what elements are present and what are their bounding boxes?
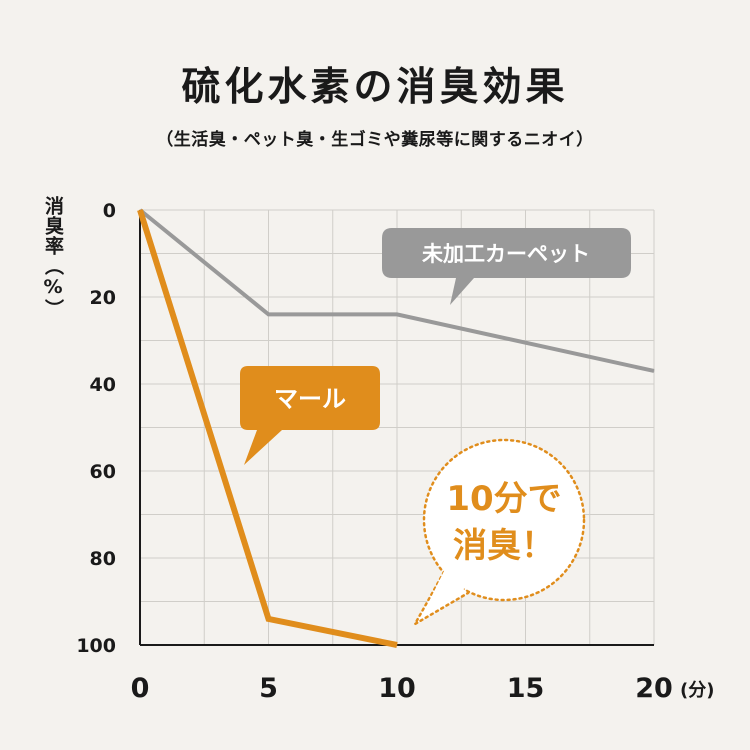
annotation-line-1: 10分で [446, 479, 561, 519]
annotation-line-2: 消臭！ [453, 526, 555, 566]
y-axis-label: 消臭率（%） [42, 196, 64, 319]
series-1-point [396, 313, 398, 315]
series-line-1 [138, 208, 655, 373]
series-1-point [268, 313, 269, 315]
x-tick-label: 0 [131, 673, 150, 704]
y-tick-label: 80 [90, 548, 116, 570]
legend-callout-orange [240, 366, 380, 465]
y-tick-label: 100 [76, 635, 116, 657]
legend-label-gray: 未加工カーペット [422, 242, 590, 266]
y-tick-label: 0 [103, 200, 116, 222]
series-2-point [396, 644, 398, 646]
x-tick-label: 20 [635, 673, 673, 704]
annotation-tail-fill [421, 565, 465, 618]
chart-title: 硫化水素の消臭効果 [181, 65, 569, 110]
x-tick-label: 10 [378, 673, 416, 704]
legend-callout-gray [382, 228, 631, 305]
annotation-bubble [422, 438, 586, 602]
series-2-point [268, 618, 269, 620]
series-1-point [653, 370, 655, 372]
x-tick-label: 15 [507, 673, 545, 704]
x-axis-unit: (分) [680, 680, 714, 701]
y-tick-label: 60 [90, 461, 116, 483]
legend-label-orange: マール [274, 385, 346, 413]
x-tick-label: 5 [259, 673, 278, 704]
y-tick-label: 20 [90, 287, 116, 309]
series-2-point [139, 209, 141, 211]
y-tick-label: 40 [90, 374, 116, 396]
chart-subtitle: （生活臭・ペット臭・生ゴミや糞尿等に関するニオイ） [156, 130, 594, 150]
